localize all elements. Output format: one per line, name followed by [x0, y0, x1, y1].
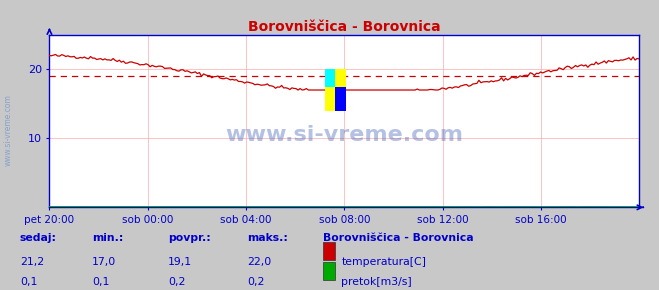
Text: pretok[m3/s]: pretok[m3/s] — [341, 277, 412, 287]
Bar — [335, 87, 346, 111]
Bar — [325, 69, 346, 111]
Text: 21,2: 21,2 — [20, 257, 44, 267]
Text: www.si-vreme.com: www.si-vreme.com — [3, 95, 13, 166]
Text: maks.:: maks.: — [247, 233, 288, 243]
Text: 0,1: 0,1 — [92, 277, 109, 287]
Text: 0,1: 0,1 — [20, 277, 37, 287]
Text: min.:: min.: — [92, 233, 124, 243]
Text: 0,2: 0,2 — [168, 277, 185, 287]
Title: Borovniščica - Borovnica: Borovniščica - Borovnica — [248, 20, 441, 34]
Text: 0,2: 0,2 — [247, 277, 264, 287]
Text: Borovniščica - Borovnica: Borovniščica - Borovnica — [323, 233, 474, 243]
Text: povpr.:: povpr.: — [168, 233, 211, 243]
Text: 19,1: 19,1 — [168, 257, 192, 267]
Text: sedaj:: sedaj: — [20, 233, 57, 243]
Text: 17,0: 17,0 — [92, 257, 117, 267]
Text: www.si-vreme.com: www.si-vreme.com — [225, 125, 463, 145]
Text: temperatura[C]: temperatura[C] — [341, 257, 426, 267]
Text: 22,0: 22,0 — [247, 257, 272, 267]
Bar — [325, 69, 335, 87]
